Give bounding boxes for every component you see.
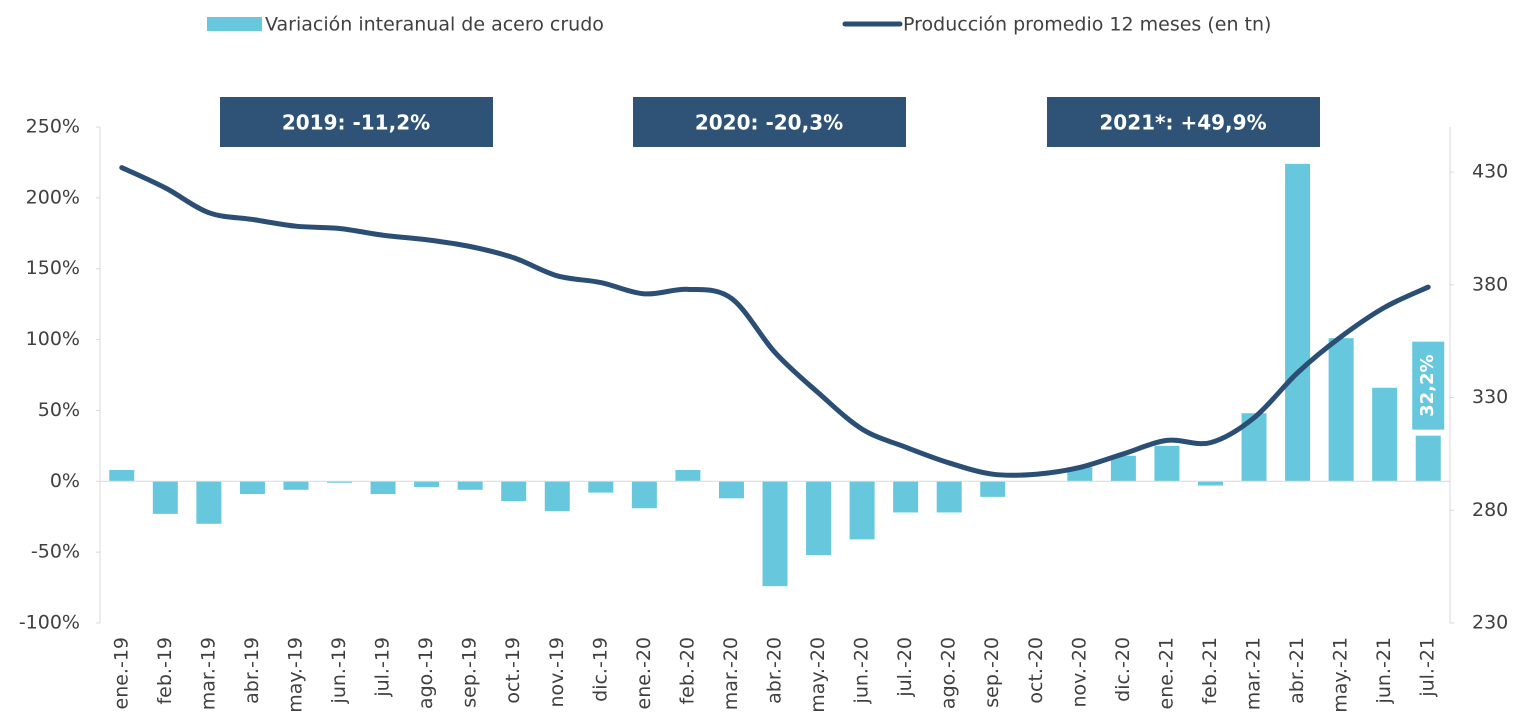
y2-tick-label: 430 — [1472, 161, 1508, 183]
bar — [588, 481, 614, 493]
y-tick-label: 250% — [26, 116, 80, 138]
bar — [1285, 163, 1311, 482]
bar — [718, 481, 744, 499]
x-tick-label: mar.-20 — [720, 637, 742, 710]
x-tick-label: jul.-20 — [894, 637, 916, 698]
bar — [544, 481, 570, 512]
annotation: 2020: -20,3% — [695, 111, 843, 135]
bar — [1415, 435, 1441, 482]
x-tick-label: nov.-19 — [546, 637, 568, 708]
x-tick-label: jun.-20 — [851, 637, 873, 704]
bar — [283, 481, 309, 490]
legend-label: Variación interanual de acero crudo — [265, 14, 604, 36]
x-tick-label: sep.-20 — [981, 637, 1003, 708]
x-tick-label: abr.-19 — [241, 637, 263, 704]
x-tick-label: jul.-19 — [372, 637, 394, 698]
bar — [1154, 445, 1180, 482]
bar — [893, 481, 919, 513]
x-tick-label: jul.-21 — [1417, 637, 1439, 698]
x-tick-label: jun.-19 — [328, 637, 350, 704]
y-tick-label: 150% — [26, 257, 80, 279]
bar — [1328, 338, 1354, 482]
x-tick-label: may.-20 — [807, 637, 829, 713]
y2-tick-label: 330 — [1472, 386, 1508, 408]
annotation: 2019: -11,2% — [282, 111, 430, 135]
y2-tick-label: 380 — [1472, 273, 1508, 295]
x-tick-label: dic.-20 — [1112, 637, 1134, 702]
x-tick-label: feb.-21 — [1199, 637, 1221, 705]
y2-tick-label: 280 — [1472, 499, 1508, 521]
x-tick-label: ago.-19 — [415, 637, 437, 709]
annotation: 2021*: +49,9% — [1099, 111, 1266, 135]
y-tick-label: 200% — [26, 186, 80, 208]
bar — [370, 481, 396, 495]
data-label-box — [1412, 341, 1445, 430]
bar — [849, 481, 875, 540]
legend-label: Producción promedio 12 meses (en tn) — [903, 14, 1271, 36]
x-tick-label: abr.-20 — [764, 637, 786, 704]
bar — [196, 481, 222, 524]
bar — [152, 481, 178, 514]
x-tick-label: feb.-19 — [154, 637, 176, 705]
x-tick-label: ene.-20 — [633, 637, 655, 710]
y-tick-label: 0% — [50, 470, 80, 492]
x-tick-label: feb.-20 — [676, 637, 698, 705]
y2-tick-label: 230 — [1472, 612, 1508, 634]
bar — [1110, 455, 1136, 482]
x-tick-label: nov.-20 — [1068, 637, 1090, 708]
y-tick-label: -50% — [31, 541, 80, 563]
x-tick-label: sep.-19 — [459, 637, 481, 708]
x-tick-label: mar.-19 — [197, 637, 219, 710]
bar — [327, 481, 353, 483]
bar — [675, 469, 701, 482]
bar — [936, 481, 962, 513]
x-tick-label: ene.-19 — [110, 637, 132, 710]
x-tick-label: dic.-19 — [589, 637, 611, 702]
x-tick-label: mar.-21 — [1243, 637, 1265, 710]
x-tick-label: oct.-19 — [502, 637, 524, 704]
bar — [806, 481, 832, 555]
data-label: 32,2% — [1417, 354, 1438, 416]
annotation-box — [220, 97, 493, 147]
bar — [762, 481, 788, 587]
bar — [501, 481, 527, 502]
bar — [1197, 481, 1223, 486]
bar — [457, 481, 483, 490]
annotation-box — [633, 97, 906, 147]
line — [119, 165, 1431, 478]
bar — [109, 469, 135, 482]
y-tick-label: 50% — [38, 399, 80, 421]
x-tick-label: may.-19 — [284, 637, 306, 713]
bar — [239, 481, 265, 495]
x-tick-label: abr.-21 — [1286, 637, 1308, 704]
x-tick-label: ago.-20 — [938, 637, 960, 709]
x-tick-label: ene.-21 — [1155, 637, 1177, 710]
annotation-box — [1047, 97, 1320, 147]
bar — [980, 481, 1006, 497]
legend-swatch — [207, 17, 262, 31]
x-tick-label: jun.-21 — [1373, 637, 1395, 704]
y-tick-label: 100% — [26, 328, 80, 350]
bar — [1372, 387, 1398, 482]
x-tick-label: oct.-20 — [1025, 637, 1047, 704]
bar — [631, 481, 657, 509]
x-tick-label: may.-21 — [1330, 637, 1352, 713]
bar — [414, 481, 440, 487]
y-tick-label: -100% — [19, 612, 80, 634]
